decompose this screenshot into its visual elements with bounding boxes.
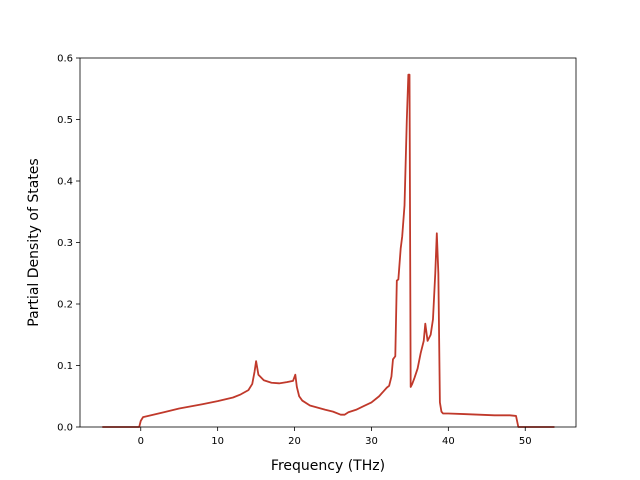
x-tick-label: 10 (211, 436, 224, 447)
y-axis-ticks: 0.0 0.1 0.2 0.3 0.4 0.5 0.6 (57, 54, 80, 434)
y-tick-label: 0.3 (57, 238, 73, 249)
x-tick-label: 30 (365, 436, 378, 447)
y-tick-label: 0.1 (57, 361, 73, 372)
x-tick-label: 0 (138, 436, 144, 447)
series-layer (102, 73, 555, 428)
y-tick-label: 0.0 (57, 423, 73, 434)
x-tick-label: 50 (519, 436, 532, 447)
x-axis-label: Frequency (THz) (271, 458, 385, 474)
axes-frame (79, 57, 577, 428)
y-tick-label: 0.2 (57, 300, 73, 311)
y-tick-label: 0.4 (57, 177, 73, 188)
pdos-series-line (102, 73, 555, 428)
x-tick-label: 20 (288, 436, 301, 447)
y-axis-label: Partial Density of States (26, 158, 42, 326)
y-tick-label: 0.5 (57, 115, 73, 126)
plot-area (79, 57, 577, 428)
x-axis-ticks: 0 10 20 30 40 50 (138, 427, 532, 447)
x-tick-label: 40 (442, 436, 455, 447)
y-tick-label: 0.6 (57, 54, 73, 65)
